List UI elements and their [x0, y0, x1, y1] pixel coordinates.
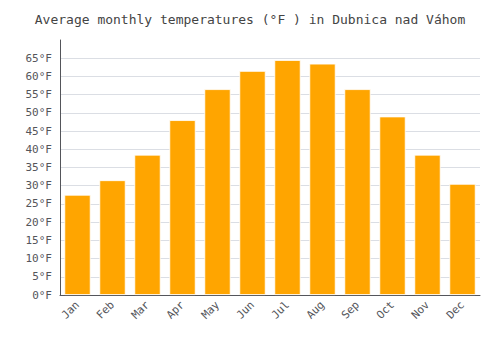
svg-text:Apr: Apr [164, 298, 187, 321]
svg-text:45°F: 45°F [26, 125, 53, 138]
svg-text:Oct: Oct [374, 298, 397, 321]
svg-text:5°F: 5°F [32, 270, 52, 283]
svg-text:Dec: Dec [444, 298, 467, 321]
svg-text:35°F: 35°F [26, 161, 53, 174]
svg-text:Average monthly temperatures (: Average monthly temperatures (°F ) in Du… [35, 12, 466, 27]
svg-text:60°F: 60°F [26, 70, 53, 83]
svg-text:25°F: 25°F [26, 197, 53, 210]
svg-text:Jun: Jun [234, 298, 257, 321]
svg-text:20°F: 20°F [26, 216, 53, 229]
svg-text:Mar: Mar [129, 298, 152, 321]
svg-text:0°F: 0°F [32, 289, 52, 302]
svg-text:Feb: Feb [94, 298, 117, 321]
svg-text:40°F: 40°F [26, 143, 53, 156]
svg-text:Jan: Jan [59, 298, 82, 321]
svg-text:55°F: 55°F [26, 88, 53, 101]
svg-text:May: May [199, 298, 222, 321]
svg-text:Nov: Nov [409, 298, 432, 321]
svg-text:65°F: 65°F [26, 52, 53, 65]
svg-text:Aug: Aug [304, 298, 327, 321]
svg-text:30°F: 30°F [26, 179, 53, 192]
svg-text:15°F: 15°F [26, 234, 53, 247]
svg-text:Sep: Sep [339, 298, 362, 321]
svg-text:50°F: 50°F [26, 106, 53, 119]
svg-text:Jul: Jul [269, 298, 292, 321]
svg-text:10°F: 10°F [26, 252, 53, 265]
